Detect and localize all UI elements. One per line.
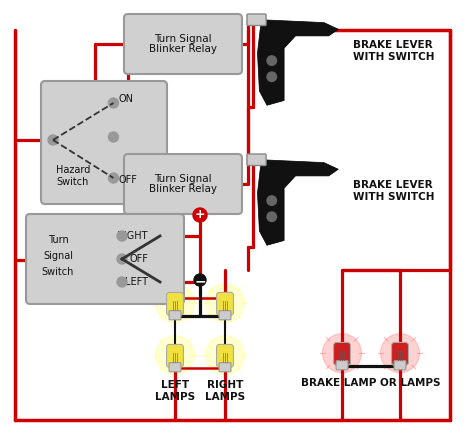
FancyBboxPatch shape <box>219 311 231 320</box>
Text: Turn: Turn <box>47 235 68 245</box>
Circle shape <box>381 334 419 373</box>
Text: Switch: Switch <box>57 177 89 187</box>
Text: +: + <box>195 208 205 222</box>
FancyBboxPatch shape <box>166 344 183 367</box>
Text: WITH SWITCH: WITH SWITCH <box>353 52 435 62</box>
Text: RIGHT: RIGHT <box>118 231 148 241</box>
Circle shape <box>117 277 127 287</box>
Circle shape <box>267 72 276 81</box>
Text: Blinker Relay: Blinker Relay <box>149 43 217 54</box>
Circle shape <box>109 98 118 108</box>
Text: BRAKE LAMP OR LAMPS: BRAKE LAMP OR LAMPS <box>301 378 441 388</box>
FancyBboxPatch shape <box>166 292 183 315</box>
Text: BRAKE LEVER: BRAKE LEVER <box>353 40 433 50</box>
FancyBboxPatch shape <box>124 154 242 214</box>
Circle shape <box>206 336 245 375</box>
FancyBboxPatch shape <box>219 363 231 372</box>
Circle shape <box>194 274 206 286</box>
Text: Blinker Relay: Blinker Relay <box>149 184 217 194</box>
Text: OFF: OFF <box>118 175 137 185</box>
Circle shape <box>117 231 127 241</box>
Circle shape <box>267 56 276 65</box>
Circle shape <box>206 284 245 323</box>
Circle shape <box>48 135 58 145</box>
FancyBboxPatch shape <box>217 292 234 315</box>
Text: −: − <box>194 274 206 288</box>
Circle shape <box>193 208 207 222</box>
Text: WITH SWITCH: WITH SWITCH <box>353 192 435 202</box>
Circle shape <box>109 173 118 183</box>
Circle shape <box>322 334 362 373</box>
Text: Signal: Signal <box>43 251 73 261</box>
Text: Hazard: Hazard <box>56 165 90 175</box>
Circle shape <box>109 132 118 142</box>
Text: ON: ON <box>118 94 133 104</box>
Text: BRAKE LEVER: BRAKE LEVER <box>353 180 433 190</box>
FancyBboxPatch shape <box>336 361 348 370</box>
Text: LEFT
LAMPS: LEFT LAMPS <box>155 380 195 401</box>
Text: Turn Signal: Turn Signal <box>154 174 212 185</box>
Polygon shape <box>257 160 338 245</box>
FancyBboxPatch shape <box>124 14 242 74</box>
FancyBboxPatch shape <box>334 342 350 365</box>
Text: RIGHT
LAMPS: RIGHT LAMPS <box>205 380 245 401</box>
Text: Turn Signal: Turn Signal <box>154 34 212 45</box>
Polygon shape <box>257 20 338 105</box>
Text: OFF: OFF <box>129 254 148 264</box>
FancyBboxPatch shape <box>394 361 406 370</box>
Circle shape <box>267 212 276 222</box>
Text: Switch: Switch <box>42 267 74 277</box>
FancyBboxPatch shape <box>169 363 181 372</box>
FancyBboxPatch shape <box>247 14 266 25</box>
FancyBboxPatch shape <box>41 81 167 204</box>
FancyBboxPatch shape <box>247 154 266 165</box>
FancyBboxPatch shape <box>217 344 234 367</box>
FancyBboxPatch shape <box>169 311 181 320</box>
FancyBboxPatch shape <box>26 214 184 304</box>
Text: LEFT: LEFT <box>125 277 148 287</box>
Circle shape <box>155 284 194 323</box>
Circle shape <box>155 336 194 375</box>
Circle shape <box>117 254 127 264</box>
Circle shape <box>267 196 276 205</box>
FancyBboxPatch shape <box>392 342 409 365</box>
